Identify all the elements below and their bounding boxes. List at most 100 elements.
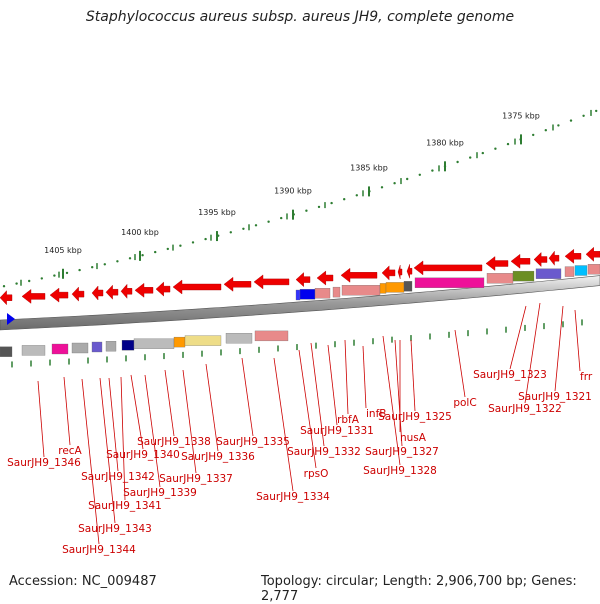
gene-arrow (253, 274, 290, 290)
scale-dot (406, 177, 409, 181)
cog-block (564, 266, 575, 277)
gene-arrow (316, 270, 334, 286)
scale-dot (305, 209, 308, 212)
cog-block (184, 335, 222, 346)
label-leader (108, 377, 119, 472)
label-leader (241, 357, 254, 437)
scale-dot (532, 133, 535, 137)
label-leader (205, 363, 219, 452)
cog-block (254, 330, 289, 342)
cog-block (0, 346, 13, 357)
gene-arrow (485, 256, 509, 271)
cog-block (295, 289, 301, 301)
scale-dot (204, 237, 207, 241)
scale-tick-label: 1395 kbp (198, 208, 236, 217)
scale-dot (456, 160, 459, 164)
scale-dot (53, 274, 56, 277)
gene-label: SaurJH9_1327 (365, 446, 439, 458)
label-leader (310, 342, 325, 447)
scale-dot (380, 186, 384, 189)
gene-label: rbfA (337, 414, 360, 426)
scale-dot (343, 198, 346, 201)
scale-dot (40, 277, 43, 280)
gene-label: SaurJH9_1339 (123, 487, 197, 499)
cog-block (414, 277, 485, 288)
scale-dot (28, 279, 31, 283)
gene-label: frr (580, 371, 593, 383)
cog-block (535, 268, 562, 279)
gene-arrow (223, 276, 252, 292)
gene-arrow (413, 260, 483, 276)
scale-dot (506, 142, 510, 146)
gene-label: SaurJH9_1335 (216, 436, 290, 448)
cog-block (403, 281, 413, 292)
cog-block (385, 282, 405, 293)
label-leader (524, 302, 541, 404)
gene-label: SaurJH9_1341 (88, 500, 162, 512)
backbone-ring (0, 275, 600, 331)
label-leader (327, 344, 338, 426)
scale-dot (393, 182, 396, 185)
accession-text: Accession: NC_009487 (9, 574, 157, 589)
cog-block (225, 333, 253, 344)
gene-arrow (564, 248, 582, 264)
gene-label: SaurJH9_1322 (488, 403, 562, 415)
cog-block (332, 286, 341, 298)
gene-arrow (510, 253, 531, 269)
gene-arrow (533, 252, 548, 267)
gene-label: SaurJH9_1338 (137, 436, 211, 448)
scale-dot (481, 151, 484, 155)
label-leader (574, 309, 581, 372)
gene-arrow (91, 285, 104, 301)
gene-label: SaurJH9_1331 (300, 425, 374, 437)
label-leader (144, 374, 161, 488)
gene-arrow (71, 286, 85, 302)
label-leader (63, 376, 71, 446)
scale-ticks: 1375 kbp 1380 kbp 1385 kbp 1390 kbp 1395 kbp… (20, 109, 592, 286)
gene-label: SaurJH9_1337 (159, 473, 233, 485)
gene-arrow (49, 287, 69, 303)
scale-dot (595, 109, 598, 113)
cog-block (121, 340, 135, 351)
gene-label: SaurJH9_1340 (106, 449, 180, 461)
gene-arrow (172, 279, 222, 295)
gene-label: SaurJH9_1343 (78, 523, 152, 535)
label-leader (298, 349, 317, 469)
scale-dot (582, 114, 585, 118)
label-leader (410, 339, 416, 412)
cog-block (512, 270, 535, 282)
gene-arrow (295, 272, 311, 288)
gene-label: nusA (400, 432, 427, 444)
scale-dot (229, 231, 232, 234)
scale-dot (557, 124, 560, 127)
scale-dot (65, 271, 69, 275)
scale-dot (330, 201, 333, 205)
scale-dot (569, 119, 573, 122)
label-leader (37, 380, 45, 458)
label-leader (554, 305, 564, 392)
scale-dot (431, 169, 434, 172)
label-leader (164, 369, 175, 437)
cog-block (71, 342, 89, 354)
gene-arrow (120, 283, 133, 299)
cog-block (587, 264, 600, 275)
scale-tick-label: 1385 kbp (350, 163, 388, 172)
label-leader (394, 339, 403, 447)
gene-label: SaurJH9_1346 (7, 457, 81, 469)
cog-block (314, 288, 331, 299)
label-leader (120, 376, 126, 501)
scale-dot (116, 260, 119, 263)
cog-block (379, 283, 387, 294)
genome-backbone (0, 275, 600, 331)
scale-dot (91, 266, 94, 269)
cog-block (299, 289, 316, 300)
scale-dot (103, 263, 107, 266)
scale-dot (280, 216, 283, 220)
scale-dot (469, 156, 472, 159)
gene-arrow (585, 246, 600, 262)
cog-block (341, 285, 381, 296)
gene-arrow (155, 281, 171, 297)
scale-dot (141, 254, 144, 257)
gene-label: SaurJH9_1334 (256, 491, 330, 503)
